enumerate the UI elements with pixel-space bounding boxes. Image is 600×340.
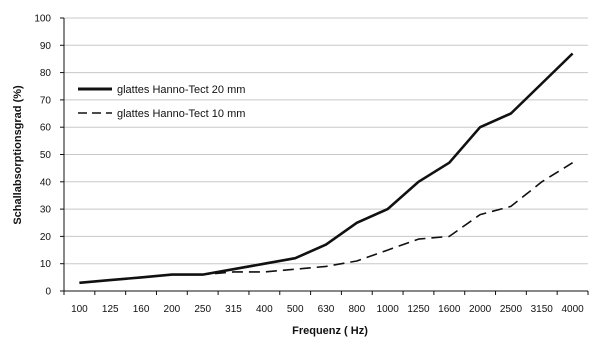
y-tick-label: 100	[34, 14, 51, 25]
x-tick-label: 4000	[561, 304, 584, 315]
y-axis-ticks: 0 10 20 30 40 50 60 70 80 90 100	[34, 14, 64, 298]
x-tick-label: 2500	[500, 304, 523, 315]
x-tick-label: 250	[194, 304, 211, 315]
axes	[63, 18, 588, 292]
series-layer	[79, 52, 574, 285]
y-tick-label: 0	[45, 287, 51, 298]
y-tick-label: 60	[40, 123, 52, 134]
x-axis-title: Frequenz ( Hz)	[292, 325, 368, 337]
legend: glattes Hanno-Tect 20 mm glattes Hanno-T…	[78, 84, 245, 120]
y-tick-label: 80	[40, 68, 52, 79]
y-axis-title: Schallabsorptionsgrad (%)	[12, 85, 24, 225]
x-axis-ticks: 100 125 160 200 250 315 400 500 630 800 1000 1250 16…	[63, 291, 589, 315]
series-line-10mm	[79, 162, 574, 284]
x-tick-label: 800	[348, 304, 365, 315]
x-tick-label: 500	[287, 304, 304, 315]
x-tick-label: 400	[256, 304, 273, 315]
x-tick-label: 630	[318, 304, 335, 315]
series-line-20mm	[79, 52, 574, 285]
x-tick-label: 2000	[469, 304, 492, 315]
legend-label-10mm: glattes Hanno-Tect 10 mm	[117, 108, 245, 120]
x-tick-label: 160	[133, 304, 150, 315]
legend-label-20mm: glattes Hanno-Tect 20 mm	[117, 84, 245, 96]
y-tick-label: 40	[40, 177, 52, 188]
y-tick-label: 70	[40, 95, 52, 106]
y-tick-label: 30	[40, 205, 52, 216]
y-tick-label: 50	[40, 150, 52, 161]
y-tick-label: 10	[40, 259, 52, 270]
x-tick-label: 125	[102, 304, 119, 315]
x-tick-label: 3150	[531, 304, 554, 315]
gridlines	[64, 17, 588, 265]
x-tick-label: 1250	[407, 304, 430, 315]
y-tick-label: 90	[40, 41, 52, 52]
y-tick-label: 20	[40, 232, 52, 243]
x-tick-label: 1600	[438, 304, 461, 315]
x-tick-label: 100	[71, 304, 88, 315]
x-tick-label: 1000	[377, 304, 400, 315]
x-tick-label: 200	[164, 304, 181, 315]
x-tick-label: 315	[225, 304, 242, 315]
